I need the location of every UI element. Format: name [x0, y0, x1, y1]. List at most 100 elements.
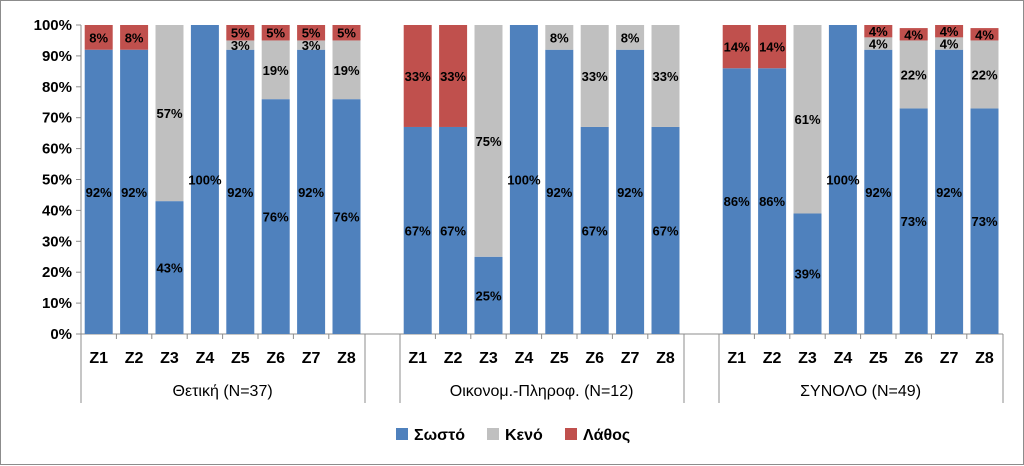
bar-segment: [226, 25, 255, 41]
data-label: 92%: [227, 185, 253, 200]
bar-segment: [899, 108, 928, 335]
bar-segment: [545, 49, 574, 334]
bar-segment: [509, 25, 538, 334]
y-tick-label: 10%: [42, 295, 72, 312]
x-tick-label: Z8: [975, 350, 994, 367]
bar-segment: [616, 49, 645, 334]
data-label: 92%: [298, 185, 324, 200]
y-tick-label: 20%: [42, 264, 72, 281]
x-tick-label: Z4: [515, 350, 534, 367]
data-label: 33%: [405, 69, 431, 84]
data-label: 5%: [266, 26, 285, 41]
data-label: 4%: [940, 37, 959, 52]
bar-segment: [474, 256, 503, 334]
data-label: 22%: [901, 67, 927, 82]
data-label: 43%: [156, 261, 182, 276]
group-label: Θετική (N=37): [173, 383, 273, 400]
group-label: Οικονομ.-Πληροφ. (N=12): [450, 383, 634, 400]
x-tick-label: Z6: [904, 350, 923, 367]
bar-segment: [261, 40, 290, 100]
y-tick-label: 100%: [34, 17, 72, 34]
bar-segment: [864, 37, 893, 50]
bar-segment: [758, 25, 787, 69]
legend-swatch: [565, 428, 577, 440]
bar-segment: [793, 25, 822, 214]
data-label: 57%: [156, 106, 182, 121]
data-label: 67%: [652, 223, 678, 238]
bar-segment: [261, 99, 290, 334]
x-tick-label: Z1: [727, 350, 746, 367]
data-label: 4%: [940, 24, 959, 39]
data-label: 5%: [231, 26, 250, 41]
data-label: 3%: [231, 38, 250, 53]
y-tick-label: 60%: [42, 141, 72, 158]
group-label: ΣΥΝΟΛΟ (N=49): [800, 383, 921, 400]
data-label: 92%: [865, 185, 891, 200]
data-label: 4%: [904, 27, 923, 42]
x-tick-label: Z2: [125, 350, 144, 367]
legend-swatch: [487, 428, 499, 440]
bar-segment: [403, 126, 432, 334]
bar-segment: [332, 40, 361, 100]
bar-segment: [403, 25, 432, 127]
bar-segment: [616, 25, 645, 50]
bar-segment: [84, 25, 113, 50]
x-tick-label: Z7: [621, 350, 640, 367]
data-label: 39%: [794, 267, 820, 282]
bar-segment: [297, 49, 326, 334]
x-tick-label: Z4: [834, 350, 853, 367]
bar-segment: [332, 25, 361, 41]
data-label: 92%: [617, 185, 643, 200]
bar-segment: [758, 68, 787, 334]
data-label: 33%: [652, 69, 678, 84]
x-tick-label: Z5: [869, 350, 888, 367]
data-label: 76%: [263, 210, 289, 225]
bar-segment: [226, 49, 255, 334]
data-label: 86%: [759, 194, 785, 209]
data-label: 33%: [440, 69, 466, 84]
x-tick-label: Z5: [550, 350, 569, 367]
bar-segment: [864, 25, 893, 38]
data-label: 25%: [475, 288, 501, 303]
bar-segment: [828, 25, 857, 334]
y-tick-label: 50%: [42, 172, 72, 189]
bar-segment: [935, 37, 964, 50]
y-tick-label: 30%: [42, 233, 72, 250]
x-tick-label: Z8: [656, 350, 675, 367]
bar-segment: [651, 126, 680, 334]
data-label: 67%: [405, 223, 431, 238]
y-tick-label: 0%: [50, 326, 72, 343]
data-label: 33%: [582, 69, 608, 84]
bar-segment: [155, 201, 184, 334]
x-tick-label: Z8: [337, 350, 356, 367]
data-label: 14%: [759, 40, 785, 55]
bar-segment: [297, 25, 326, 41]
data-label: 67%: [440, 223, 466, 238]
data-label: 8%: [89, 30, 108, 45]
x-tick-label: Z3: [798, 350, 817, 367]
data-label: 92%: [936, 185, 962, 200]
x-tick-label: Z1: [89, 350, 108, 367]
bar-segment: [474, 25, 503, 257]
data-label: 4%: [975, 27, 994, 42]
data-label: 73%: [971, 214, 997, 229]
data-label: 75%: [475, 134, 501, 149]
y-tick-label: 40%: [42, 202, 72, 219]
data-label: 3%: [302, 38, 321, 53]
x-tick-label: Z2: [444, 350, 463, 367]
bar-segment: [439, 25, 468, 127]
data-label: 67%: [582, 223, 608, 238]
legend-swatch: [396, 428, 408, 440]
data-label: 19%: [263, 63, 289, 78]
bar-segment: [651, 25, 680, 127]
bar-segment: [935, 49, 964, 334]
legend-label: Λάθος: [583, 427, 630, 444]
bar-segment: [899, 28, 928, 41]
x-tick-label: Z7: [302, 350, 321, 367]
data-label: 86%: [724, 194, 750, 209]
bar-segment: [793, 213, 822, 334]
bar-segment: [935, 25, 964, 38]
data-label: 8%: [550, 30, 569, 45]
data-label: 4%: [869, 24, 888, 39]
